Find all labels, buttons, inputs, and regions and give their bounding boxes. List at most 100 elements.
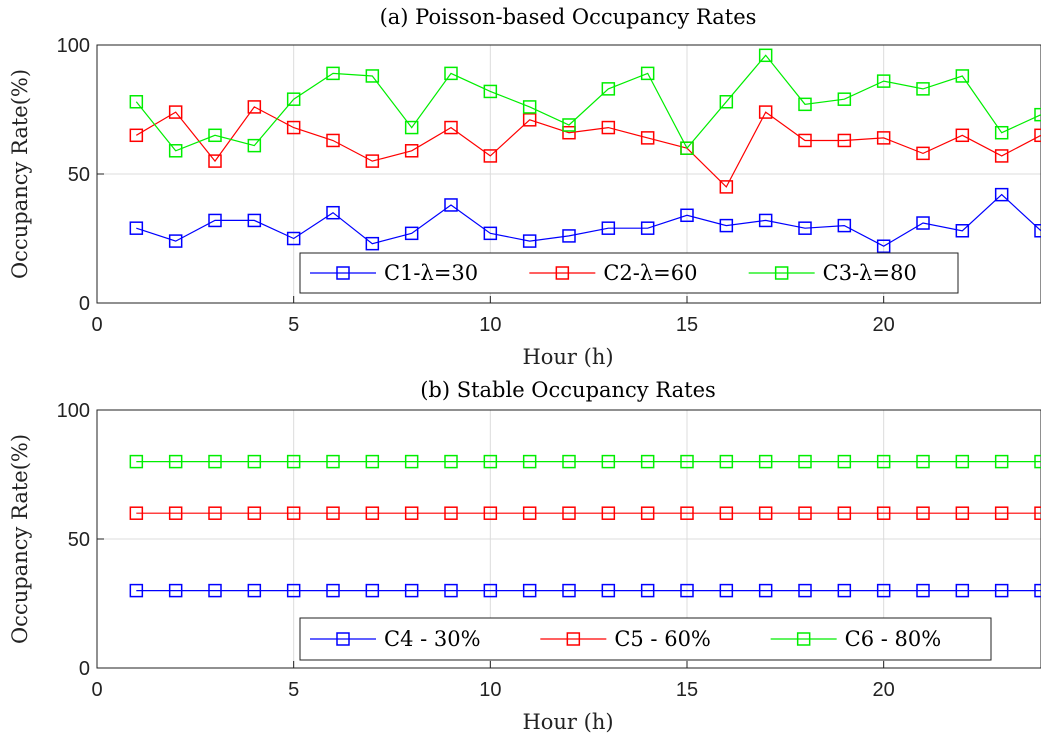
data-point (404, 454, 419, 469)
data-point (994, 187, 1009, 202)
data-point (404, 120, 419, 135)
data-point (168, 583, 183, 598)
data-point (837, 92, 852, 106)
legend-b: C4 - 30% C5 - 60% C6 - 80% (299, 617, 992, 661)
data-point (483, 454, 498, 469)
x-tick-label: 0 (91, 314, 102, 336)
data-point (483, 149, 498, 163)
data-point (129, 221, 144, 235)
data-point (286, 506, 301, 520)
data-point (365, 583, 380, 598)
y-tick-label: 50 (68, 164, 90, 186)
data-point (483, 583, 498, 598)
data-point (1034, 128, 1041, 143)
data-point (719, 506, 734, 520)
data-point (326, 205, 340, 220)
data-point (876, 239, 891, 253)
data-point (680, 141, 694, 155)
data-point (601, 583, 616, 598)
data-point (247, 583, 262, 598)
data-point (758, 105, 773, 119)
data-point (562, 229, 576, 243)
data-point (719, 454, 734, 469)
data-point (601, 82, 616, 96)
data-point (444, 198, 458, 212)
legend-marker (774, 266, 789, 280)
data-point (758, 213, 773, 228)
data-point (1034, 454, 1041, 469)
data-point (365, 236, 380, 251)
data-point (129, 128, 144, 143)
data-point (640, 131, 655, 145)
data-point (994, 125, 1009, 140)
data-point (562, 454, 576, 469)
chart-title-a: (a) Poisson-based Occupancy Rates (380, 5, 757, 29)
data-point (601, 221, 616, 235)
data-point (758, 506, 773, 520)
data-point (208, 154, 222, 168)
data-point (994, 506, 1009, 520)
data-point (798, 506, 812, 520)
data-point (955, 454, 970, 469)
data-point (365, 69, 380, 83)
legend-a: C1-λ=30 C2-λ=60 C3-λ=80 (299, 252, 959, 294)
data-point (168, 506, 183, 520)
y-tick-label: 50 (68, 529, 90, 551)
data-point (286, 231, 301, 246)
data-point (326, 66, 340, 81)
data-point (247, 506, 262, 520)
data-point (837, 506, 852, 520)
data-point (286, 92, 301, 106)
data-point (719, 583, 734, 598)
data-point (719, 180, 734, 194)
data-point (916, 146, 930, 161)
data-point (1034, 107, 1041, 122)
y-axis-label-b: Occupancy Rate(%) (8, 434, 32, 644)
data-point (837, 218, 852, 233)
data-point (404, 506, 419, 520)
x-tick-label: 20 (873, 679, 895, 701)
data-point (483, 84, 498, 99)
data-point (365, 154, 380, 168)
legend-marker (555, 266, 570, 280)
data-point (208, 583, 222, 598)
x-axis-label-b: Hour (h) (522, 710, 613, 734)
data-point (955, 69, 970, 83)
data-point (286, 454, 301, 469)
data-point (208, 506, 222, 520)
data-point (168, 105, 183, 119)
data-point (247, 454, 262, 469)
data-point (916, 216, 930, 230)
y-tick-label: 100 (57, 35, 90, 57)
data-point (326, 583, 340, 598)
legend-entry-2: C2-λ=60 (603, 261, 697, 285)
data-point (562, 118, 576, 132)
data-point (837, 454, 852, 469)
panel-a: (a) Poisson-based Occupancy Rates 0 5 10 15… (8, 5, 1041, 369)
data-point (483, 506, 498, 520)
data-point (680, 208, 694, 223)
data-point (680, 583, 694, 598)
data-point (444, 583, 458, 598)
legend-entry-1: C1-λ=30 (384, 261, 478, 285)
data-point (798, 583, 812, 598)
data-point (994, 454, 1009, 469)
data-point (916, 506, 930, 520)
data-point (916, 454, 930, 469)
data-point (129, 506, 144, 520)
legend-marker (566, 632, 581, 646)
data-point (168, 144, 183, 158)
data-point (640, 583, 655, 598)
data-point (522, 583, 537, 598)
data-point (758, 583, 773, 598)
data-point (1034, 583, 1041, 598)
x-tick-label: 5 (288, 314, 299, 336)
data-point (798, 221, 812, 235)
legend-entry-3: C6 - 80% (845, 627, 942, 651)
data-point (168, 454, 183, 469)
data-point (326, 506, 340, 520)
data-point (994, 583, 1009, 598)
data-point (837, 583, 852, 598)
data-point (601, 454, 616, 469)
